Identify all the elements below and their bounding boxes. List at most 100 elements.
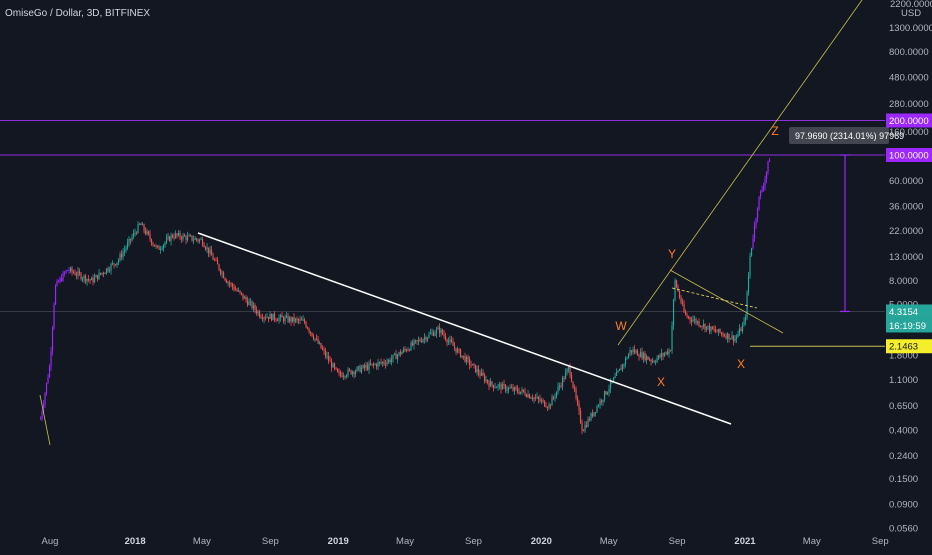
candle-body <box>108 270 111 272</box>
wave-label-3: X <box>737 357 745 371</box>
candle-body <box>588 419 591 421</box>
price-tag-current-bg <box>886 304 932 319</box>
candle-body <box>621 364 624 370</box>
candle-body <box>750 247 753 257</box>
candle-body <box>711 326 714 330</box>
candle-body <box>212 255 214 260</box>
candle-body <box>173 237 175 239</box>
candle-body <box>576 397 579 404</box>
candle-body <box>273 313 276 320</box>
candle-body <box>530 397 532 399</box>
candle-body <box>450 339 453 343</box>
candle-body <box>407 349 409 351</box>
candle-body <box>387 359 390 362</box>
candle-body <box>378 362 381 364</box>
candle-body <box>420 341 423 343</box>
candle-body <box>669 350 672 352</box>
candle-body <box>326 355 328 357</box>
candle-body <box>678 291 681 298</box>
candle-body <box>278 317 280 321</box>
candle-body <box>516 388 519 392</box>
candle-body <box>239 290 241 293</box>
candle-body <box>396 355 399 360</box>
candle-body <box>666 351 669 355</box>
candle-body <box>654 361 657 363</box>
candle-body <box>156 245 159 247</box>
candle-body <box>513 387 516 391</box>
candle-body <box>410 342 412 351</box>
candle-body <box>45 382 48 394</box>
candle-body <box>59 278 61 282</box>
candle-body <box>62 273 64 281</box>
candle-body <box>474 364 477 373</box>
candle-body <box>590 413 592 421</box>
candle-body <box>404 349 406 351</box>
y-tick-label-6: 36.0000 <box>889 201 923 212</box>
candle-body <box>350 370 352 375</box>
candle-body <box>731 335 733 339</box>
candle-body <box>360 367 363 372</box>
candle-body <box>524 391 526 396</box>
candle-body <box>159 249 162 251</box>
candle-body <box>284 317 286 322</box>
candle-body <box>552 397 555 399</box>
candle-body <box>230 283 232 285</box>
candle-body <box>287 315 289 322</box>
candle-body <box>179 232 181 238</box>
candle-body <box>84 275 87 282</box>
candle-body <box>503 383 505 386</box>
candle-body <box>269 314 271 319</box>
candle-body <box>740 328 742 332</box>
y-tick-label-7: 22.0000 <box>889 226 923 237</box>
candle-body <box>557 386 559 392</box>
measure-label: 97.9690 (2314.01%) 97969 <box>795 131 904 141</box>
candle-body <box>98 272 100 280</box>
candle-body <box>111 263 114 265</box>
candle-body <box>74 272 76 275</box>
x-tick-label-4: 2019 <box>328 536 349 547</box>
candle-body <box>537 396 540 400</box>
candle-body <box>602 399 604 402</box>
candle-body <box>615 372 618 377</box>
candle-body <box>399 352 402 355</box>
candle-body <box>695 319 697 323</box>
candle-body <box>579 410 582 423</box>
candle-body <box>362 365 364 368</box>
candle-body <box>497 384 499 388</box>
candle-body <box>447 340 450 343</box>
candle-body <box>285 315 288 318</box>
price-tag-countdown: 16:19:59 <box>889 321 926 332</box>
candle-body <box>342 376 345 378</box>
candle-body <box>75 274 78 276</box>
candle-body <box>570 374 573 382</box>
candle-body <box>714 329 717 332</box>
candle-body <box>644 353 646 361</box>
candle-body <box>596 406 598 413</box>
candle-body <box>633 349 636 353</box>
candle-body <box>713 329 715 331</box>
candle-body <box>392 354 394 359</box>
candle-body <box>519 391 522 394</box>
candle-body <box>80 273 82 280</box>
price-tag-support-bg <box>886 339 932 354</box>
candle-body <box>188 235 190 237</box>
candle-body <box>372 363 375 365</box>
candle-body <box>288 317 291 322</box>
candle-body <box>264 317 267 319</box>
candle-body <box>675 280 678 288</box>
candle-body <box>125 247 127 250</box>
candle-body <box>242 293 244 299</box>
candle-body <box>123 249 126 253</box>
candle-body <box>359 366 361 372</box>
candle-body <box>413 340 415 346</box>
candle-body <box>255 309 258 314</box>
candle-body <box>509 387 511 389</box>
candle-body <box>69 267 72 272</box>
candle-body <box>609 381 612 389</box>
candle-body <box>705 326 708 330</box>
candle-body <box>371 363 373 365</box>
candle-body <box>344 376 346 378</box>
candle-body <box>351 371 354 375</box>
